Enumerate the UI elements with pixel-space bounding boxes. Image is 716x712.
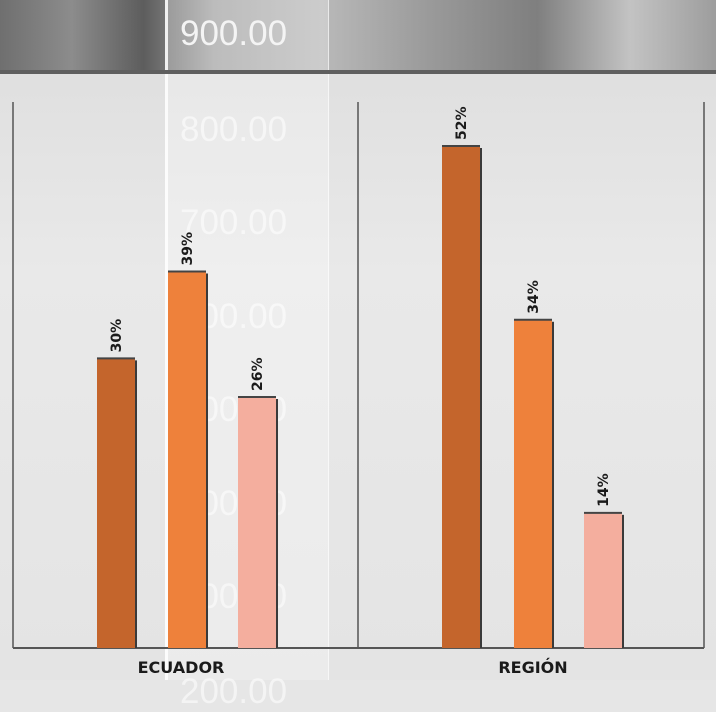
data-label: 30% (109, 319, 125, 353)
bar-ecuador-3 (238, 397, 276, 648)
background-number: 700.00 (180, 203, 288, 242)
data-label: 34% (526, 280, 542, 314)
bar-chart: 30% 39% 26% ECUADOR 52% 34% 14% REGIÓN (12, 102, 705, 677)
bar-ecuador-2 (168, 271, 206, 648)
background-number: 800.00 (180, 110, 288, 149)
data-label: 52% (454, 106, 470, 140)
background-number: 900.00 (180, 14, 288, 53)
header-photo-band (0, 0, 716, 72)
data-label: 39% (180, 232, 196, 266)
category-label: REGIÓN (498, 658, 567, 677)
header-divider (0, 70, 716, 74)
category-label: ECUADOR (138, 658, 225, 677)
bar-ecuador-1 (97, 358, 135, 648)
bar-región-2 (514, 319, 552, 648)
bar-región-3 (584, 512, 622, 648)
bar-región-1 (442, 146, 480, 648)
data-label: 26% (250, 357, 266, 391)
data-label: 14% (596, 473, 612, 507)
